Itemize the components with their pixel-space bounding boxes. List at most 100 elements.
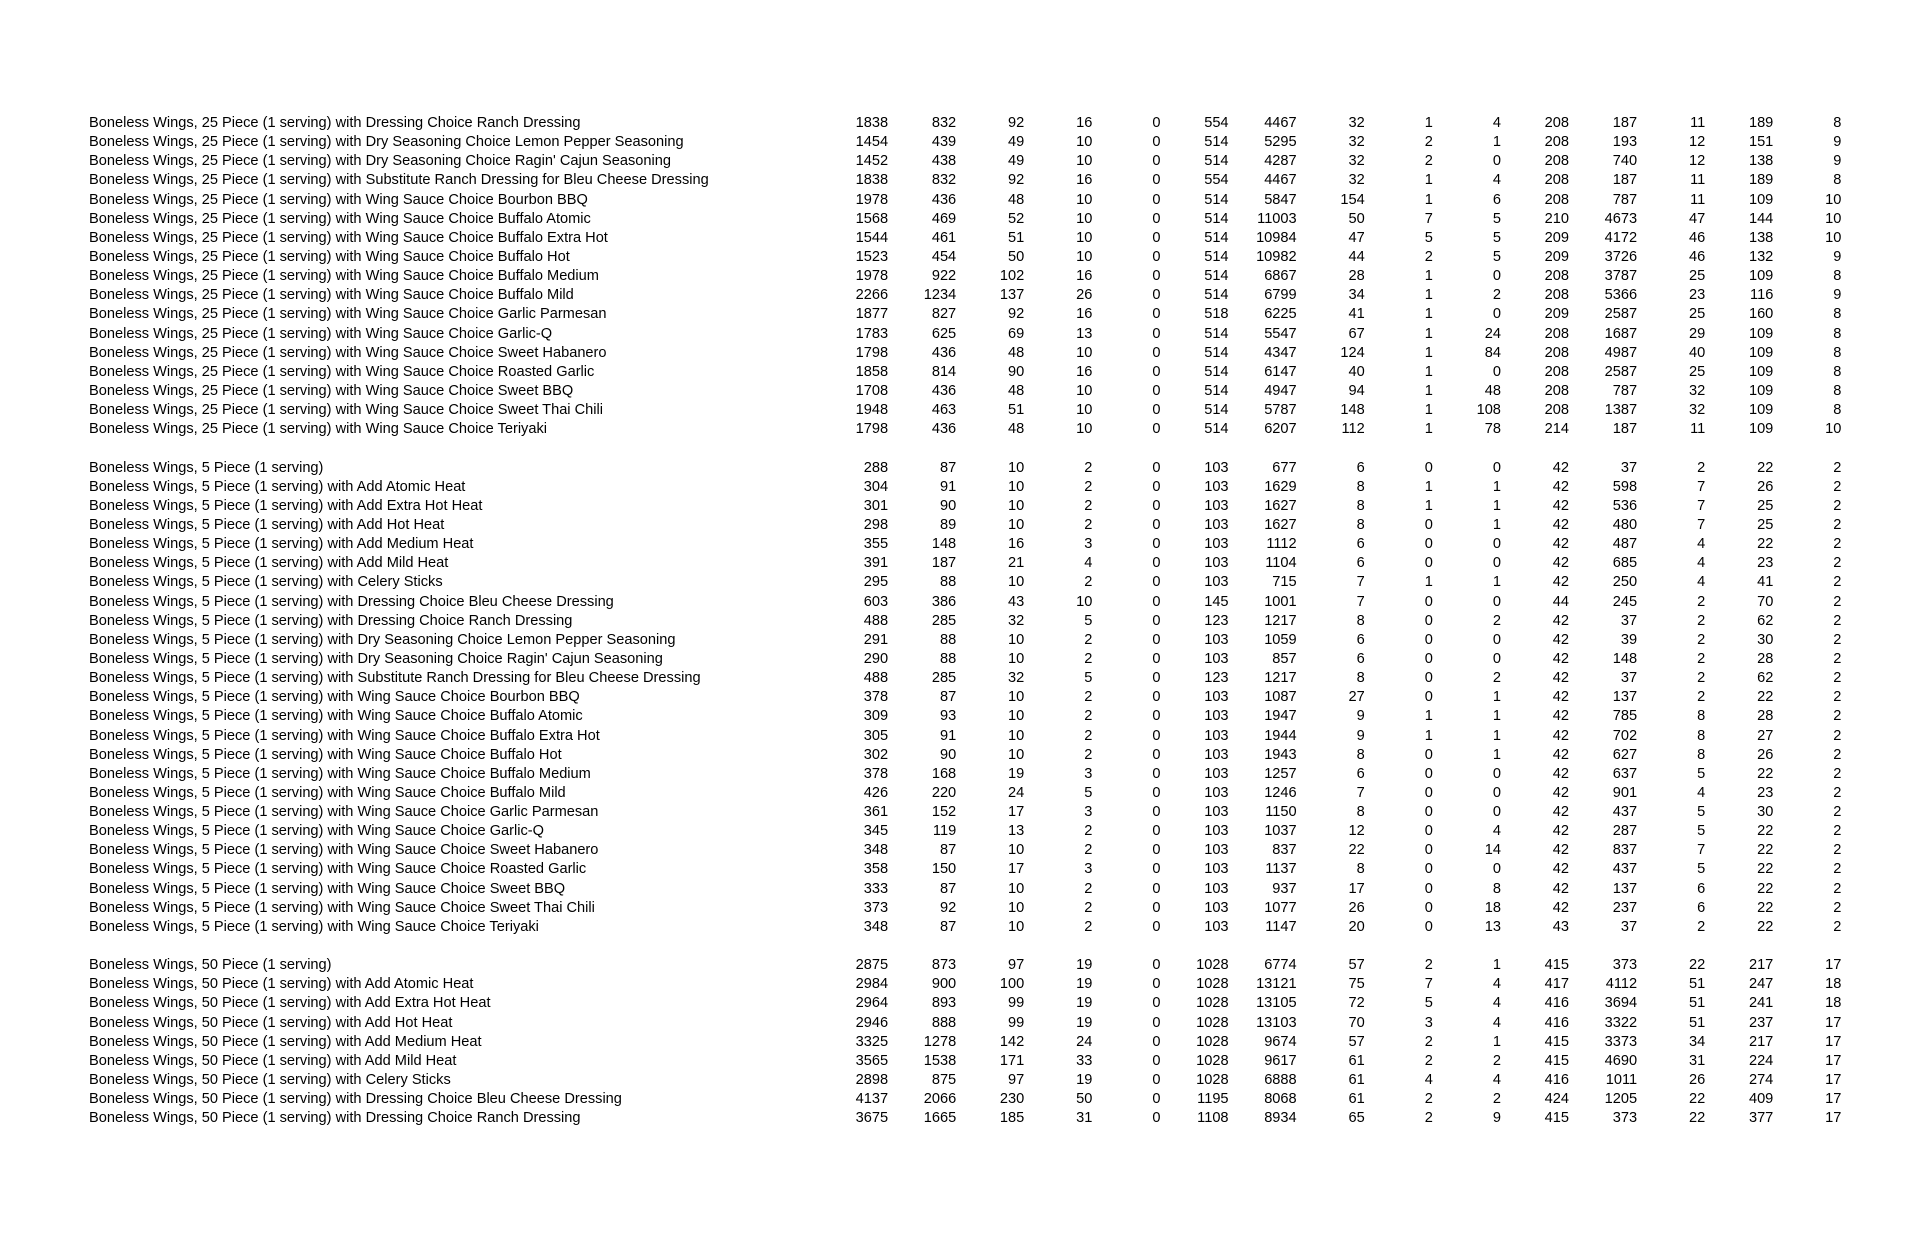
value-cell: 3787 (1604, 268, 1638, 285)
value-cell: 42 (1552, 670, 1570, 687)
value-cell: 51 (1688, 976, 1706, 993)
value-cell: 0 (1152, 899, 1161, 916)
value-cell: 70 (1757, 593, 1774, 610)
value-cell: 103 (1204, 708, 1229, 725)
value-cell: 88 (939, 631, 957, 648)
value-cell: 0 (1424, 593, 1433, 610)
value-cell: 2 (1833, 593, 1842, 610)
value-cell: 827 (931, 306, 957, 323)
value-cell: 6867 (1264, 268, 1297, 285)
value-cell: 0 (1424, 861, 1433, 878)
item-name-cell: Boneless Wings, 5 Piece (1 serving) with… (89, 899, 595, 916)
item-name-cell: Boneless Wings, 25 Piece (1 serving) wit… (89, 344, 607, 361)
value-cell: 103 (1204, 497, 1229, 514)
value-cell: 27 (1757, 727, 1774, 744)
value-cell: 1 (1492, 516, 1501, 533)
value-cell: 514 (1204, 382, 1229, 399)
table-row: Boneless Wings, 5 Piece (1 serving) with… (89, 880, 1841, 899)
value-cell: 22 (1757, 861, 1774, 878)
value-cell: 13 (1484, 918, 1501, 935)
value-cell: 0 (1152, 612, 1161, 629)
value-cell: 298 (863, 516, 889, 533)
value-cell: 138 (1748, 229, 1774, 246)
value-cell: 185 (999, 1110, 1025, 1127)
value-cell: 2066 (923, 1091, 957, 1108)
value-cell: 1665 (923, 1110, 957, 1127)
value-cell: 25 (1688, 363, 1706, 380)
value-cell: 1028 (1196, 1014, 1229, 1031)
table-row: Boneless Wings, 5 Piece (1 serving) with… (89, 918, 1841, 937)
value-cell: 8 (1833, 402, 1842, 419)
value-cell: 2 (1424, 153, 1433, 170)
value-cell: 1 (1492, 746, 1501, 763)
value-cell: 6 (1492, 191, 1501, 208)
value-cell: 108 (1476, 402, 1501, 419)
value-cell: 22 (1757, 899, 1774, 916)
item-name-cell: Boneless Wings, 25 Piece (1 serving) wit… (89, 248, 570, 265)
value-cell: 12 (1688, 134, 1706, 151)
table-row: Boneless Wings, 25 Piece (1 serving) wit… (89, 229, 1841, 248)
value-cell: 1 (1424, 497, 1433, 514)
value-cell: 1217 (1264, 670, 1297, 687)
value-cell: 514 (1204, 268, 1229, 285)
value-cell: 2 (1084, 459, 1093, 476)
table-row: Boneless Wings, 25 Piece (1 serving) wit… (89, 152, 1841, 171)
table-row: Boneless Wings, 25 Piece (1 serving) wit… (89, 363, 1841, 382)
table-row: Boneless Wings, 5 Piece (1 serving) with… (89, 841, 1841, 860)
value-cell: 103 (1204, 555, 1229, 572)
value-cell: 42 (1552, 861, 1570, 878)
value-cell: 22 (1757, 842, 1774, 859)
value-cell: 415 (1544, 1033, 1570, 1050)
value-cell: 22 (1348, 842, 1365, 859)
item-name-cell: Boneless Wings, 50 Piece (1 serving) wit… (89, 1091, 622, 1108)
value-cell: 87 (939, 842, 957, 859)
group-separator (89, 439, 1841, 458)
value-cell: 17 (1348, 880, 1365, 897)
value-cell: 0 (1152, 536, 1161, 553)
value-cell: 285 (931, 612, 957, 629)
value-cell: 22 (1688, 1091, 1706, 1108)
value-cell: 10 (1008, 478, 1025, 495)
value-cell: 5 (1084, 784, 1093, 801)
value-cell: 514 (1204, 248, 1229, 265)
value-cell: 426 (863, 784, 889, 801)
value-cell: 5 (1697, 765, 1706, 782)
value-cell: 2 (1424, 1091, 1433, 1108)
value-cell: 103 (1204, 804, 1229, 821)
value-cell: 8 (1356, 497, 1365, 514)
value-cell: 208 (1544, 153, 1570, 170)
value-cell: 48 (1008, 382, 1025, 399)
value-cell: 26 (1076, 287, 1093, 304)
value-cell: 16 (1076, 172, 1093, 189)
value-cell: 3 (1084, 536, 1093, 553)
table-row: Boneless Wings, 25 Piece (1 serving) wit… (89, 401, 1841, 420)
item-name-cell: Boneless Wings, 5 Piece (1 serving) with… (89, 555, 449, 572)
value-cell: 72 (1348, 995, 1365, 1012)
value-cell: 42 (1552, 650, 1570, 667)
item-name-cell: Boneless Wings, 25 Piece (1 serving) wit… (89, 306, 607, 323)
value-cell: 10 (1076, 382, 1093, 399)
value-cell: 16 (1076, 115, 1093, 131)
value-cell: 112 (1341, 421, 1365, 438)
value-cell: 241 (1748, 995, 1774, 1012)
value-cell: 2 (1492, 670, 1501, 687)
value-cell: 92 (1008, 115, 1025, 131)
value-cell: 43 (1552, 918, 1570, 935)
value-cell: 1205 (1604, 1091, 1638, 1108)
value-cell: 109 (1748, 344, 1774, 361)
value-cell: 0 (1152, 229, 1161, 246)
table-row: Boneless Wings, 5 Piece (1 serving) 288 87… (89, 459, 1841, 478)
value-cell: 42 (1552, 765, 1570, 782)
value-cell: 415 (1544, 957, 1570, 974)
value-cell: 1948 (855, 402, 889, 419)
value-cell: 2 (1833, 574, 1842, 591)
value-cell: 123 (1204, 670, 1229, 687)
value-cell: 6 (1356, 765, 1365, 782)
table-row: Boneless Wings, 5 Piece (1 serving) with… (89, 612, 1841, 631)
value-cell: 28 (1757, 650, 1774, 667)
value-cell: 488 (863, 612, 889, 629)
value-cell: 7 (1697, 478, 1706, 495)
value-cell: 24 (1008, 784, 1025, 801)
value-cell: 103 (1204, 746, 1229, 763)
item-name-cell: Boneless Wings, 5 Piece (1 serving) with… (89, 746, 562, 763)
